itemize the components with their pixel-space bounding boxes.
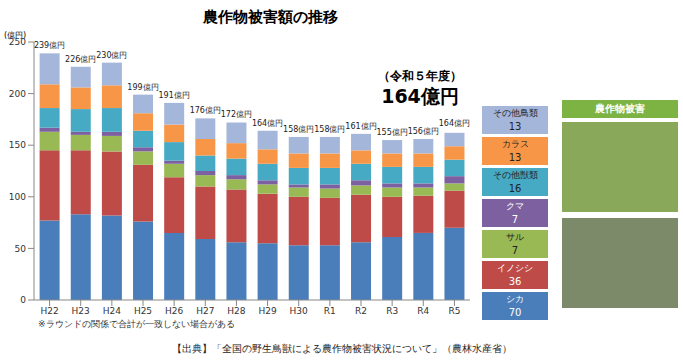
html-text:サル: サル: [506, 232, 524, 242]
svg-text:176億円: 176億円: [190, 106, 221, 115]
svg-text:239億円: 239億円: [34, 41, 65, 50]
svg-text:R3: R3: [386, 306, 398, 316]
html-text:7: 7: [511, 245, 519, 256]
svg-text:50: 50: [15, 244, 27, 254]
html-text:36: 36: [508, 276, 522, 287]
svg-text:H29: H29: [258, 306, 276, 316]
svg-text:250: 250: [9, 37, 26, 47]
html-text:その他獣類: その他獣類: [492, 170, 538, 180]
html-text:クマ: クマ: [506, 201, 524, 211]
html-text:16: 16: [508, 183, 522, 194]
svg-text:150: 150: [9, 140, 26, 150]
svg-text:H27: H27: [196, 306, 214, 316]
svg-text:172億円: 172億円: [221, 110, 252, 119]
html-text:イノシシ: イノシシ: [497, 263, 533, 273]
svg-text:161億円: 161億円: [345, 122, 376, 131]
html-text:※ラウンドの関係で合計が一致しない場合がある: ※ラウンドの関係で合計が一致しない場合がある: [38, 319, 235, 329]
svg-text:H24: H24: [103, 306, 121, 316]
svg-text:164億円: 164億円: [439, 119, 470, 128]
svg-text:100: 100: [9, 192, 26, 202]
html-text:70: 70: [508, 307, 522, 318]
svg-text:H28: H28: [227, 306, 245, 316]
svg-text:H26: H26: [165, 306, 183, 316]
svg-text:156億円: 156億円: [408, 127, 439, 136]
svg-text:H22: H22: [40, 306, 58, 316]
svg-text:0: 0: [20, 295, 26, 305]
html-text:（令和５年度）: （令和５年度）: [378, 69, 462, 83]
svg-text:164億円: 164億円: [252, 119, 283, 128]
svg-text:230億円: 230億円: [96, 51, 127, 60]
svg-text:R4: R4: [417, 306, 429, 316]
html-text:13: 13: [508, 121, 522, 132]
svg-text:226億円: 226億円: [65, 55, 96, 64]
svg-text:155億円: 155億円: [377, 128, 408, 137]
html-text:カラス: カラス: [501, 139, 529, 149]
svg-text:H25: H25: [134, 306, 152, 316]
svg-text:H30: H30: [290, 306, 308, 316]
svg-text:R5: R5: [448, 306, 460, 316]
svg-text:199億円: 199億円: [127, 83, 158, 92]
html-text:164億円: 164億円: [381, 85, 459, 107]
svg-text:R2: R2: [355, 306, 367, 316]
html-text:13: 13: [508, 152, 522, 163]
svg-text:200: 200: [9, 89, 26, 99]
svg-text:158億円: 158億円: [314, 125, 345, 134]
html-text:(億円): (億円): [4, 31, 27, 40]
html-text:7: 7: [511, 214, 519, 225]
html-text:その他鳥類: その他鳥類: [492, 108, 538, 118]
html-text:農作物被害額の推移: 農作物被害額の推移: [202, 8, 338, 26]
svg-text:R1: R1: [324, 306, 336, 316]
svg-text:158億円: 158億円: [283, 125, 314, 134]
html-text:【出典】「全国の野生鳥獣による農作物被害状況について」（農林: 【出典】「全国の野生鳥獣による農作物被害状況について」（農林水産省）: [171, 343, 512, 354]
svg-text:191億円: 191億円: [159, 91, 190, 100]
html-text:農作物被害: 農作物被害: [595, 103, 645, 114]
html-text:シカ: シカ: [506, 294, 524, 304]
svg-text:H23: H23: [72, 306, 90, 316]
